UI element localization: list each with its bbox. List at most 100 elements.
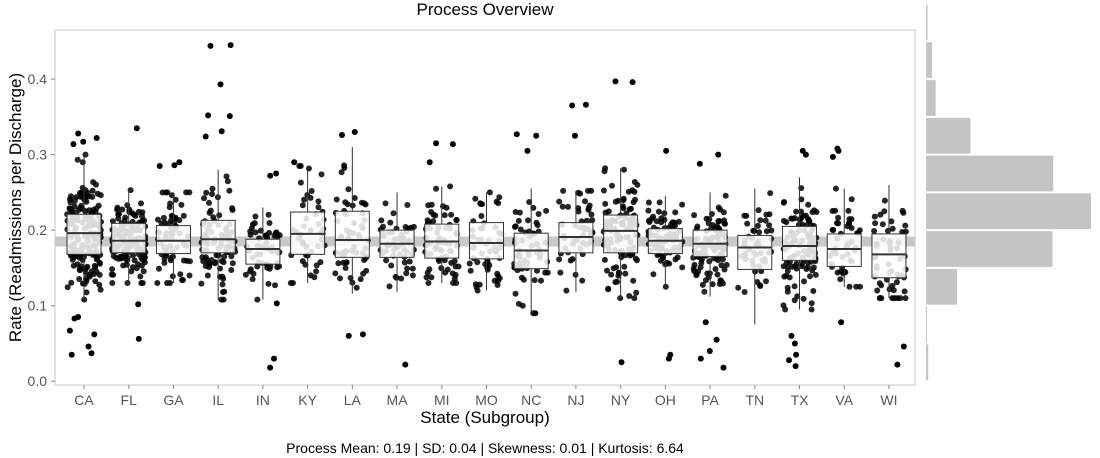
outlier-point (91, 331, 98, 338)
data-point (224, 178, 231, 185)
data-point (204, 272, 211, 279)
box-pa (692, 192, 728, 297)
box-ga (155, 192, 191, 284)
data-point (169, 273, 176, 280)
box-ky (290, 165, 326, 284)
x-tick-label: LA (344, 392, 362, 408)
outlier-point (835, 147, 842, 154)
outlier-point (786, 357, 792, 364)
outlier-point (720, 364, 727, 371)
data-point (426, 266, 433, 273)
data-point (543, 207, 550, 214)
data-point (262, 232, 269, 239)
data-point (345, 186, 352, 193)
data-point (386, 283, 393, 290)
data-point (478, 213, 485, 219)
box-body (871, 233, 907, 279)
data-point (735, 284, 742, 291)
data-point (216, 212, 223, 219)
data-point (802, 212, 809, 219)
data-point (178, 201, 185, 208)
data-point (791, 283, 798, 290)
data-point (512, 290, 519, 297)
box-nj (558, 190, 594, 293)
outlier-point (80, 138, 87, 145)
data-point (757, 217, 764, 224)
data-point (763, 211, 770, 218)
outlier-point (524, 147, 531, 154)
data-point (610, 265, 617, 272)
x-tick-label: FL (121, 392, 138, 408)
data-point (512, 223, 519, 230)
data-point (585, 187, 591, 194)
data-point (618, 254, 625, 261)
data-point (436, 258, 442, 264)
data-point (177, 271, 184, 278)
data-point (631, 295, 638, 302)
data-point (768, 227, 775, 234)
data-point (517, 226, 524, 233)
outlier-point (202, 133, 209, 140)
outlier-point (218, 128, 225, 135)
data-point (206, 199, 212, 206)
data-point (612, 198, 619, 205)
data-point (341, 164, 348, 171)
data-point (168, 192, 175, 199)
data-point (656, 199, 663, 206)
data-point (663, 259, 670, 266)
data-point (888, 218, 895, 225)
x-tick-label: OH (655, 392, 676, 408)
outlier-point (207, 42, 214, 49)
box-mo (468, 192, 504, 291)
data-point (122, 254, 129, 261)
data-point (871, 228, 878, 234)
x-axis: CA FL GA IL IN KY LA MA MI MO NC NJ NY OH PA TN TX VA WI (74, 385, 898, 408)
data-point (297, 179, 304, 186)
data-point (575, 189, 582, 196)
data-point (712, 266, 719, 272)
data-point (556, 198, 563, 205)
data-point (715, 204, 722, 211)
histogram-bar (926, 42, 932, 79)
data-point (433, 185, 440, 192)
data-point (902, 222, 909, 229)
data-point (893, 279, 900, 286)
data-point (879, 221, 886, 228)
data-point (672, 256, 679, 263)
x-tick-label: CA (74, 392, 94, 408)
data-point (516, 209, 523, 216)
data-point (74, 156, 81, 163)
data-point (881, 197, 888, 204)
data-point (515, 217, 522, 224)
histogram-bar (926, 155, 1054, 192)
box-tn (737, 188, 773, 325)
outlier-point (226, 113, 233, 120)
data-point (92, 278, 99, 285)
data-point (474, 287, 481, 294)
data-point (126, 206, 133, 213)
outlier-point (273, 300, 280, 307)
x-tick-label: MI (434, 392, 450, 408)
outlier-point (792, 363, 799, 370)
outlier-point (665, 355, 672, 362)
outlier-point (791, 340, 798, 347)
data-point (701, 288, 708, 295)
data-point (119, 206, 126, 213)
data-point (494, 270, 501, 277)
data-point (781, 273, 788, 280)
box-fl (111, 190, 147, 284)
data-point (297, 163, 304, 169)
data-point (801, 278, 807, 285)
histogram-bar (926, 231, 1053, 267)
box-tx (782, 177, 818, 310)
outlier-point (68, 351, 75, 358)
box-body (603, 214, 639, 254)
data-point (621, 166, 627, 173)
box-body (155, 225, 191, 255)
data-point (695, 268, 702, 275)
data-point (496, 194, 503, 201)
data-point (889, 282, 896, 289)
data-point (808, 300, 815, 307)
histogram-bar (926, 4, 928, 41)
data-point (223, 173, 230, 180)
